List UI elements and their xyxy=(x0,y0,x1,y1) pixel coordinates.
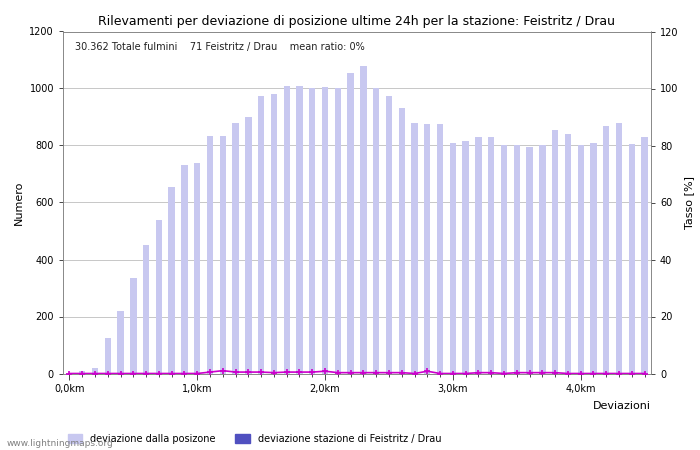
Bar xyxy=(220,135,226,373)
Bar xyxy=(118,311,124,374)
Bar xyxy=(641,137,648,374)
Bar xyxy=(104,338,111,374)
Text: Deviazioni: Deviazioni xyxy=(593,401,651,411)
Bar xyxy=(360,66,367,373)
Bar xyxy=(514,145,520,373)
Bar xyxy=(590,143,596,374)
Bar xyxy=(463,141,469,374)
Bar xyxy=(169,187,175,374)
Y-axis label: Tasso [%]: Tasso [%] xyxy=(684,176,694,229)
Bar xyxy=(449,143,456,374)
Bar xyxy=(258,95,265,374)
Text: 30.362 Totale fulmini    71 Feistritz / Drau    mean ratio: 0%: 30.362 Totale fulmini 71 Feistritz / Dra… xyxy=(75,42,365,52)
Bar xyxy=(181,166,188,374)
Bar xyxy=(552,130,559,374)
Title: Rilevamenti per deviazione di posizione ultime 24h per la stazione: Feistritz / : Rilevamenti per deviazione di posizione … xyxy=(99,14,615,27)
Y-axis label: Numero: Numero xyxy=(14,180,24,225)
Bar xyxy=(271,94,277,374)
Bar xyxy=(194,162,200,374)
Bar xyxy=(475,137,482,374)
Bar xyxy=(616,123,622,374)
Bar xyxy=(347,73,354,374)
Bar xyxy=(143,245,149,374)
Bar xyxy=(79,371,85,373)
Bar xyxy=(92,368,98,374)
Bar xyxy=(488,137,494,374)
Bar xyxy=(386,95,392,374)
Bar xyxy=(398,108,405,374)
Bar xyxy=(130,278,136,374)
Bar xyxy=(603,126,610,374)
Bar xyxy=(629,144,635,374)
Bar xyxy=(424,124,430,374)
Bar xyxy=(206,135,214,373)
Bar xyxy=(245,117,251,374)
Bar xyxy=(296,86,302,373)
Bar xyxy=(232,123,239,374)
Bar xyxy=(373,89,379,374)
Bar xyxy=(335,89,341,374)
Bar xyxy=(412,123,418,374)
Bar xyxy=(565,134,571,374)
Bar xyxy=(437,124,443,374)
Bar xyxy=(309,89,316,374)
Text: www.lightningmaps.org: www.lightningmaps.org xyxy=(7,439,113,448)
Bar xyxy=(284,86,290,373)
Bar xyxy=(322,87,328,373)
Bar xyxy=(539,145,545,373)
Bar xyxy=(578,145,584,373)
Bar xyxy=(500,145,508,373)
Bar xyxy=(155,220,162,374)
Bar xyxy=(526,147,533,374)
